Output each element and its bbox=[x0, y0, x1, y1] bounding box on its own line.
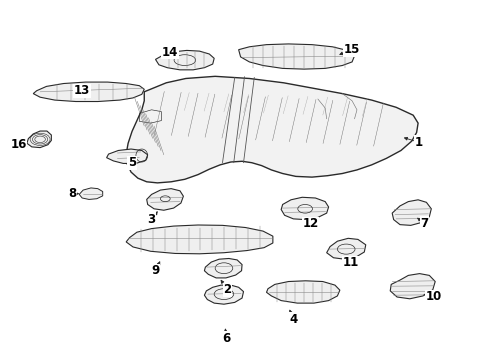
Polygon shape bbox=[146, 189, 183, 210]
Polygon shape bbox=[326, 238, 365, 259]
Text: 1: 1 bbox=[414, 136, 422, 149]
Polygon shape bbox=[391, 200, 430, 225]
Polygon shape bbox=[126, 225, 272, 254]
Polygon shape bbox=[204, 258, 242, 278]
Polygon shape bbox=[266, 281, 339, 303]
Text: 15: 15 bbox=[343, 43, 360, 56]
Polygon shape bbox=[33, 82, 144, 102]
Polygon shape bbox=[281, 197, 328, 220]
Polygon shape bbox=[27, 131, 51, 148]
Polygon shape bbox=[106, 149, 147, 163]
Text: 11: 11 bbox=[342, 256, 359, 269]
Polygon shape bbox=[155, 50, 214, 70]
Text: 14: 14 bbox=[162, 46, 178, 59]
Polygon shape bbox=[126, 76, 417, 183]
Polygon shape bbox=[389, 274, 434, 299]
Text: 13: 13 bbox=[74, 84, 90, 97]
Text: 16: 16 bbox=[10, 138, 27, 151]
Text: 12: 12 bbox=[302, 217, 318, 230]
Text: 7: 7 bbox=[420, 217, 427, 230]
Text: 6: 6 bbox=[222, 332, 230, 345]
Polygon shape bbox=[204, 285, 243, 304]
Text: 5: 5 bbox=[128, 156, 136, 169]
Polygon shape bbox=[79, 188, 102, 199]
Text: 3: 3 bbox=[147, 213, 155, 226]
Text: 8: 8 bbox=[68, 187, 76, 200]
Text: 9: 9 bbox=[151, 264, 159, 277]
Polygon shape bbox=[238, 44, 354, 69]
Text: 2: 2 bbox=[223, 283, 231, 296]
Text: 10: 10 bbox=[425, 291, 441, 303]
Text: 4: 4 bbox=[289, 313, 297, 326]
